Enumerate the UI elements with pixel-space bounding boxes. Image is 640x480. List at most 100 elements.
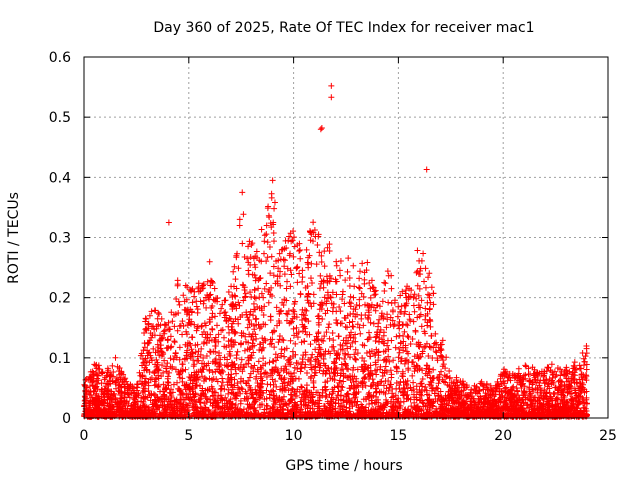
data-point [311, 337, 318, 344]
data-point [334, 392, 341, 399]
data-point [206, 258, 213, 265]
data-point [418, 257, 425, 264]
data-point [354, 350, 361, 357]
data-point [271, 344, 278, 351]
data-point [352, 356, 359, 363]
data-point [155, 366, 162, 373]
data-point [166, 369, 173, 376]
data-point [173, 295, 180, 302]
data-point [388, 300, 395, 307]
data-point [319, 316, 326, 323]
data-point [349, 339, 356, 346]
data-point [387, 398, 394, 405]
data-point [273, 322, 280, 329]
data-point [288, 397, 295, 404]
data-point [231, 330, 238, 337]
data-point [171, 339, 178, 346]
data-point [326, 391, 333, 398]
data-point [378, 310, 385, 317]
data-point [133, 394, 140, 401]
data-point [238, 340, 245, 347]
data-point [424, 322, 431, 329]
data-point [287, 283, 294, 290]
data-point [351, 395, 358, 402]
data-point [409, 372, 416, 379]
data-point [284, 311, 291, 318]
data-point [154, 347, 161, 354]
data-point [572, 394, 579, 401]
data-point [282, 363, 289, 370]
data-point [375, 338, 382, 345]
data-point [150, 345, 157, 352]
data-point [257, 275, 264, 282]
data-point [366, 279, 373, 286]
data-point [285, 237, 292, 244]
data-point [428, 332, 435, 339]
data-point [534, 397, 541, 404]
data-point [446, 383, 453, 390]
data-point [411, 353, 418, 360]
data-point [439, 337, 446, 344]
data-point [176, 301, 183, 308]
data-point [299, 328, 306, 335]
data-point [174, 281, 181, 288]
data-point [385, 377, 392, 384]
data-point [296, 270, 303, 277]
data-point [377, 363, 384, 370]
data-point [324, 378, 331, 385]
data-point [223, 344, 230, 351]
data-point [376, 303, 383, 310]
data-point [320, 337, 327, 344]
data-point [172, 350, 179, 357]
data-point [157, 388, 164, 395]
data-point [286, 358, 293, 365]
data-point [503, 397, 510, 404]
data-point [341, 356, 348, 362]
data-point [161, 321, 168, 328]
data-point [225, 289, 232, 296]
data-point [525, 371, 532, 378]
data-point [291, 243, 298, 250]
data-point [324, 398, 331, 405]
data-point [285, 307, 292, 314]
data-point [387, 321, 394, 328]
data-point [288, 238, 295, 245]
data-point [522, 362, 529, 369]
data-point [156, 311, 163, 318]
data-point [115, 376, 122, 383]
data-point [161, 330, 168, 337]
data-point [255, 358, 262, 365]
data-point [188, 346, 195, 353]
data-point [247, 289, 254, 296]
data-point [303, 369, 310, 376]
data-point [251, 322, 258, 329]
data-point [221, 354, 228, 361]
data-point [264, 205, 271, 212]
data-point [166, 389, 173, 396]
data-point [476, 388, 483, 395]
data-point [242, 290, 249, 297]
data-point [405, 365, 412, 372]
data-point [329, 386, 336, 393]
data-point [291, 369, 298, 376]
data-point [580, 381, 587, 388]
data-point [437, 388, 444, 395]
data-point [187, 391, 194, 398]
data-point [267, 270, 274, 277]
data-point [345, 255, 352, 262]
data-point [361, 357, 368, 364]
data-point [299, 267, 306, 274]
data-point [480, 382, 487, 389]
data-point [261, 238, 268, 245]
data-point [440, 357, 447, 364]
data-point [356, 275, 363, 282]
chart-title: Day 360 of 2025, Rate Of TEC Index for r… [153, 20, 534, 36]
data-point [238, 356, 245, 363]
data-point [340, 403, 347, 410]
data-point [237, 400, 244, 407]
data-point [344, 268, 351, 275]
data-point [292, 393, 299, 400]
data-point [298, 383, 305, 390]
data-point [186, 340, 193, 347]
